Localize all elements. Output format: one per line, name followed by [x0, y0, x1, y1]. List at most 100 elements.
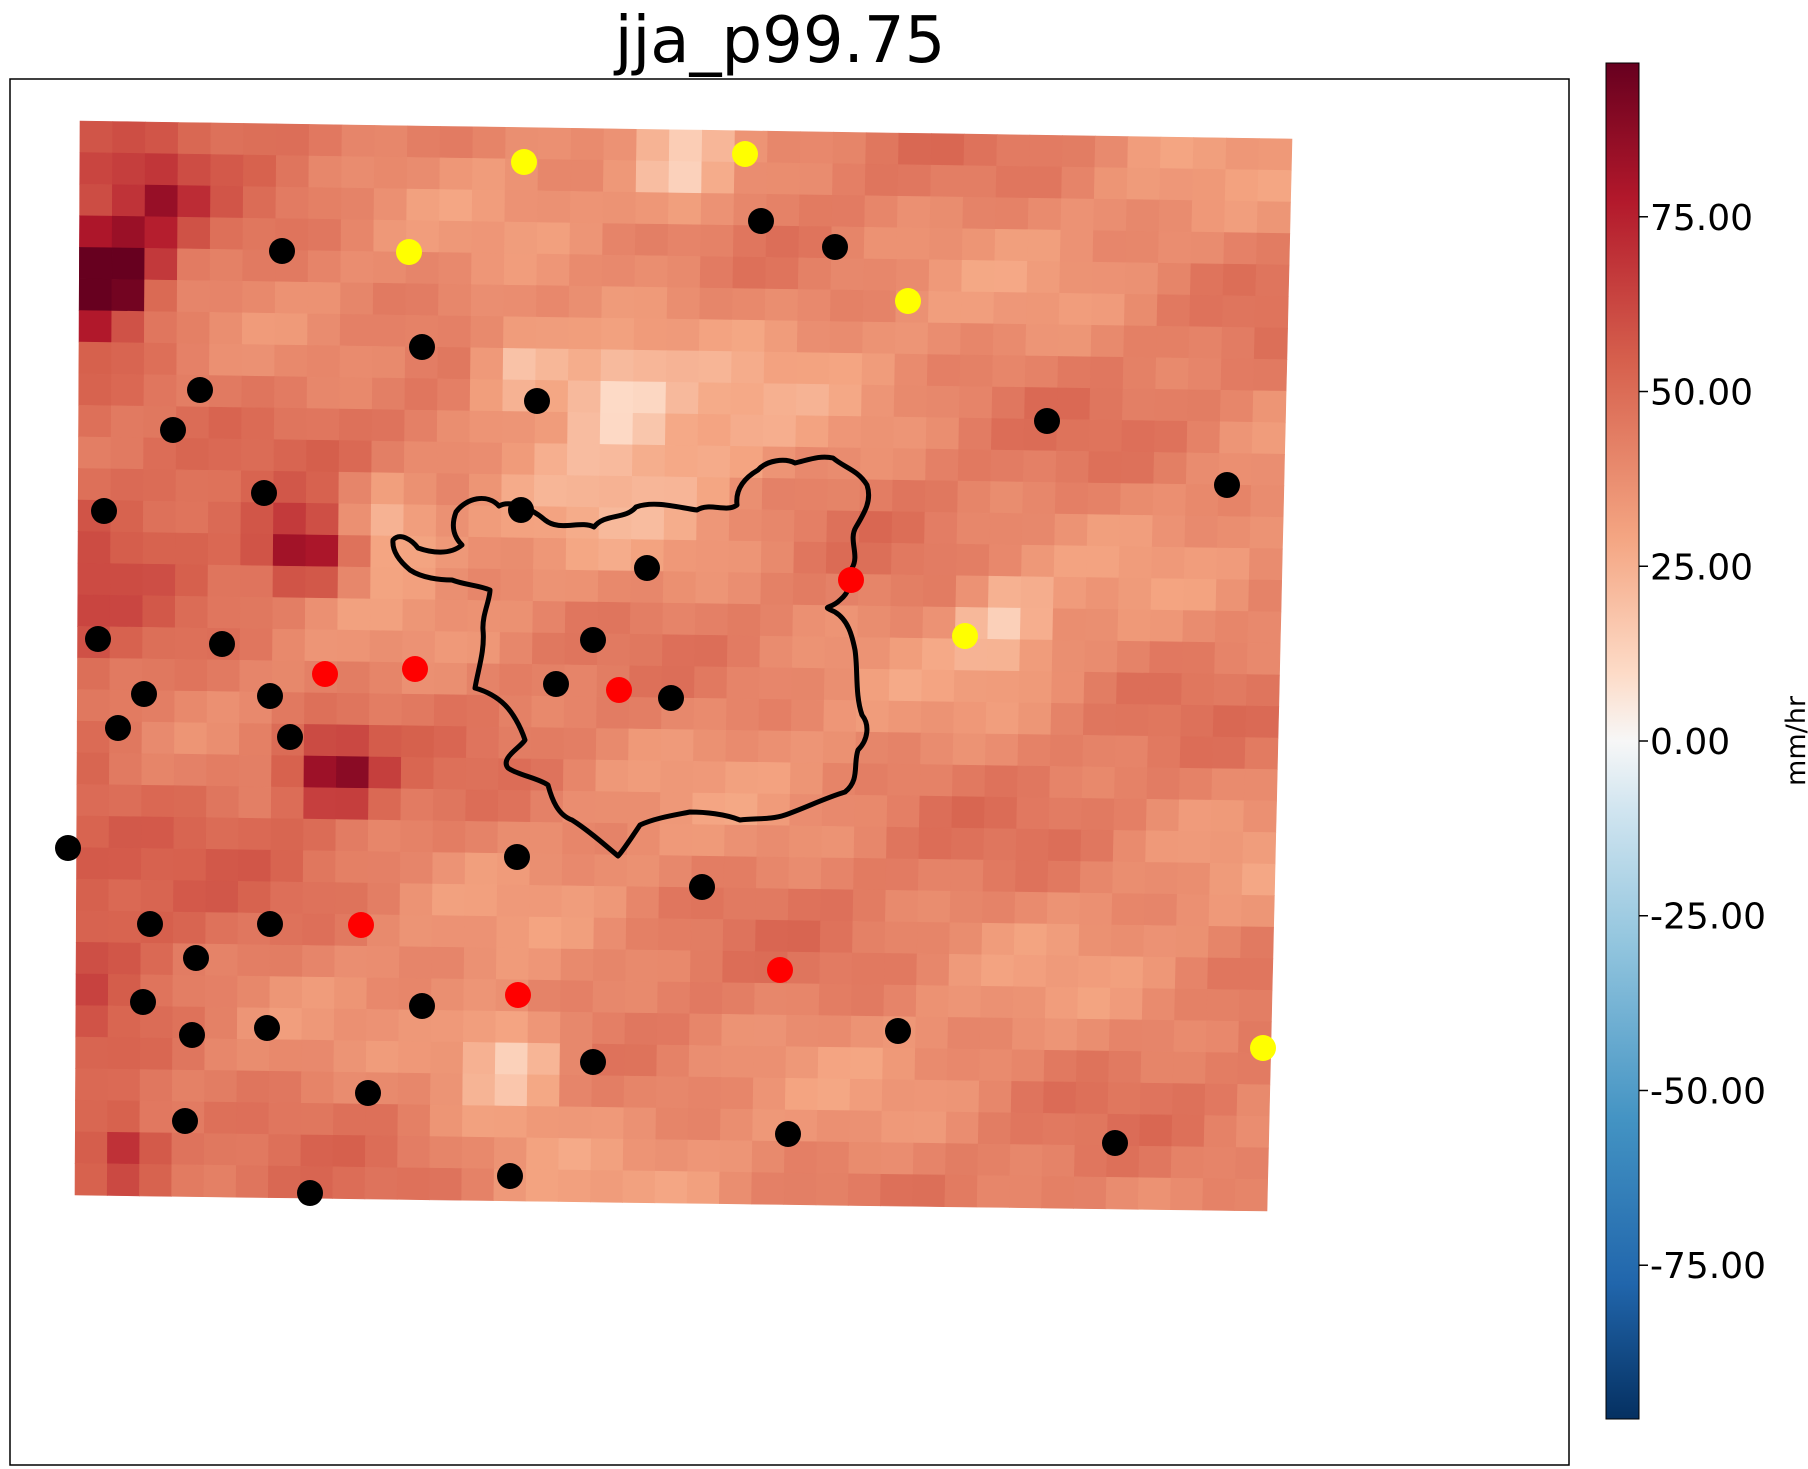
grid-cell	[176, 343, 210, 376]
grid-cell	[433, 694, 468, 728]
grid-cell	[341, 124, 376, 158]
grid-cell	[1208, 894, 1243, 928]
grid-cell	[1044, 1018, 1078, 1052]
grid-cell	[590, 1138, 624, 1172]
grid-cell	[304, 629, 339, 663]
grid-cell	[76, 847, 110, 880]
grid-cell	[1022, 481, 1057, 515]
black-station-marker	[91, 498, 117, 524]
grid-cell	[989, 481, 1024, 514]
grid-cell	[1015, 860, 1049, 893]
black-station-marker	[822, 234, 848, 260]
grid-cell	[890, 574, 925, 608]
grid-cell	[1082, 734, 1117, 768]
grid-cell	[633, 318, 668, 352]
grid-cell	[535, 316, 570, 350]
grid-cell	[396, 1167, 431, 1201]
grid-cell	[307, 250, 342, 284]
grid-cell	[502, 347, 537, 381]
grid-cell	[144, 247, 178, 281]
grid-cell	[1149, 609, 1184, 643]
grid-cell	[111, 279, 145, 312]
grid-cell	[861, 384, 895, 418]
grid-cell	[371, 440, 405, 474]
grid-cell	[569, 222, 604, 256]
grid-cell	[371, 377, 406, 411]
grid-cell	[533, 537, 567, 571]
grid-cell	[268, 1102, 302, 1136]
grid-cell	[886, 826, 920, 860]
grid-cell	[1060, 198, 1095, 232]
grid-cell	[403, 504, 437, 538]
grid-cell	[789, 762, 824, 796]
grid-cell	[1008, 1175, 1043, 1209]
grid-cell	[209, 312, 243, 345]
grid-cell	[592, 1012, 626, 1045]
grid-cell	[78, 373, 112, 407]
grid-cell	[656, 1044, 690, 1078]
grid-cell	[111, 342, 145, 376]
grid-cell	[600, 317, 635, 351]
grid-cell	[1112, 830, 1147, 863]
black-station-marker	[885, 1018, 911, 1044]
grid-cell	[1125, 199, 1160, 233]
grid-cell	[829, 289, 864, 323]
grid-cell	[799, 162, 834, 196]
grid-cell	[823, 699, 857, 733]
grid-cell	[1204, 1083, 1239, 1117]
grid-cell	[561, 885, 595, 919]
black-station-marker	[160, 417, 186, 443]
grid-cell	[1184, 515, 1219, 549]
grid-cell	[760, 541, 795, 574]
grid-cell	[1108, 1050, 1142, 1084]
grid-cell	[242, 280, 276, 314]
grid-cell	[367, 882, 401, 916]
grid-cell	[436, 441, 471, 475]
grid-cell	[461, 1105, 496, 1138]
grid-cell	[701, 129, 736, 163]
grid-cell	[268, 1134, 302, 1167]
grid-cell	[341, 156, 375, 189]
grid-cell	[141, 816, 175, 850]
grid-cell	[723, 887, 757, 921]
grid-cell	[241, 375, 275, 409]
grid-cell	[504, 190, 539, 223]
black-station-marker	[131, 681, 157, 707]
grid-cell	[956, 512, 991, 546]
grid-cell	[635, 160, 670, 194]
grid-cell	[273, 502, 307, 536]
grid-cell	[242, 186, 277, 220]
grid-cell	[206, 785, 240, 819]
grid-cell	[430, 1009, 464, 1043]
grid-cell	[142, 532, 177, 565]
grid-cell	[864, 163, 899, 197]
grid-cell	[1079, 892, 1113, 926]
grid-cell	[340, 250, 375, 284]
grid-cell	[1202, 1146, 1237, 1180]
grid-cell	[795, 415, 830, 449]
grid-cell	[470, 315, 505, 349]
grid-cell	[687, 1108, 722, 1141]
grid-cell	[303, 818, 337, 852]
black-station-marker	[179, 1022, 205, 1048]
grid-cell	[1073, 1176, 1107, 1210]
grid-cell	[237, 881, 272, 914]
grid-cell	[1027, 197, 1062, 231]
black-station-marker	[497, 1163, 523, 1189]
grid-cell	[760, 572, 795, 606]
grid-cell	[930, 133, 965, 167]
grid-cell	[1181, 641, 1216, 675]
grid-cell	[917, 858, 952, 892]
grid-cell	[370, 535, 404, 569]
grid-cell	[946, 1080, 980, 1113]
grid-cell	[532, 600, 566, 634]
grid-cell	[1105, 1176, 1140, 1210]
grid-cell	[75, 1005, 109, 1038]
grid-cell	[946, 1048, 981, 1082]
black-station-marker	[209, 631, 235, 657]
grid-cell	[990, 418, 1025, 451]
grid-cell	[758, 667, 793, 701]
grid-cell	[723, 856, 758, 889]
grid-cell	[1084, 640, 1119, 674]
grid-cell	[796, 320, 831, 354]
